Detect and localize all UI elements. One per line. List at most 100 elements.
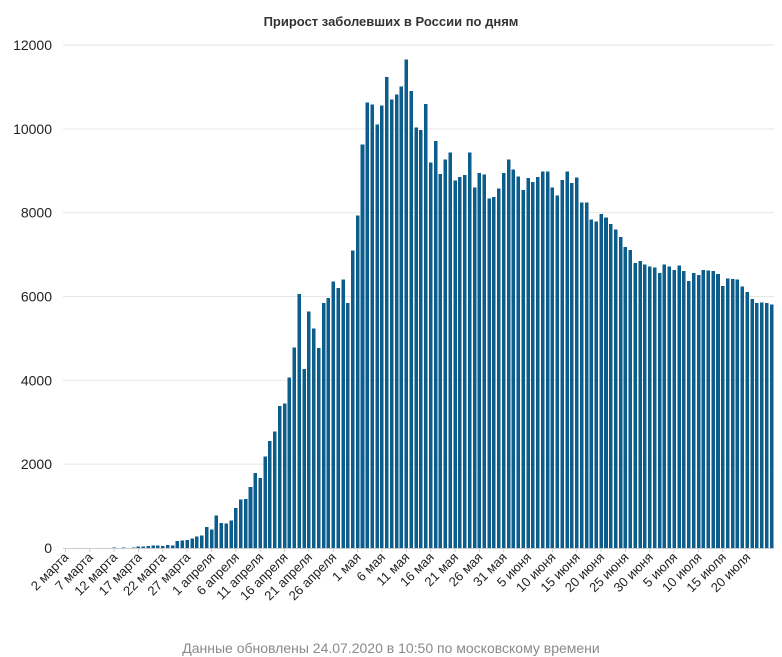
bar	[209, 529, 214, 548]
bar	[351, 250, 355, 548]
bar	[472, 187, 477, 548]
bar	[657, 273, 662, 548]
bar	[404, 59, 409, 549]
bar	[370, 104, 374, 548]
bars	[92, 59, 774, 549]
bar	[570, 183, 574, 548]
bar	[156, 545, 160, 548]
bar	[760, 302, 764, 548]
bar	[628, 249, 633, 548]
bar	[297, 293, 301, 548]
bar	[550, 187, 555, 549]
bar	[214, 515, 219, 548]
bar	[711, 270, 715, 548]
bar	[526, 177, 530, 548]
bar	[321, 302, 326, 548]
bar	[141, 546, 146, 548]
bar	[419, 129, 423, 549]
y-tick-label: 10000	[13, 121, 52, 137]
bar	[662, 264, 667, 548]
bar	[755, 303, 759, 548]
bar	[443, 159, 448, 549]
bar	[375, 124, 379, 548]
y-tick-label: 6000	[21, 289, 52, 305]
bar	[575, 177, 579, 549]
bar	[764, 302, 769, 548]
bar	[136, 546, 141, 548]
bar	[701, 269, 706, 548]
bar	[234, 508, 238, 548]
update-note: Данные обновлены 24.07.2020 в 10:50 по м…	[182, 640, 599, 656]
bar	[424, 103, 428, 549]
bar	[745, 291, 749, 548]
bar	[501, 172, 506, 548]
bar	[633, 262, 637, 548]
bar	[204, 527, 209, 548]
bar	[355, 215, 360, 549]
bar	[740, 286, 745, 548]
bar	[721, 286, 725, 548]
chart-title: Прирост заболевших в России по дням	[264, 14, 519, 29]
bar	[312, 328, 316, 548]
bar	[735, 279, 740, 548]
bar	[565, 171, 569, 549]
bar	[180, 540, 185, 548]
bar	[399, 86, 404, 548]
bar	[521, 190, 525, 548]
bar	[253, 473, 258, 548]
bar	[346, 303, 350, 548]
bar	[463, 175, 467, 548]
y-tick-label: 12000	[13, 37, 52, 53]
bar	[706, 270, 711, 548]
gridlines	[63, 44, 774, 465]
bar	[175, 541, 180, 548]
bar	[448, 152, 452, 548]
bar	[687, 281, 691, 548]
bar	[433, 141, 438, 548]
bar	[682, 270, 686, 548]
bar	[428, 162, 433, 548]
bar	[131, 547, 136, 548]
bar	[589, 219, 594, 548]
bar	[336, 288, 340, 548]
bar	[165, 545, 170, 548]
bar	[438, 173, 443, 548]
bar	[652, 267, 657, 548]
bar	[414, 127, 418, 548]
bar	[239, 499, 243, 548]
bar	[560, 180, 564, 548]
bar	[394, 94, 399, 548]
bar	[648, 266, 652, 548]
bar	[604, 217, 608, 548]
y-tick-label: 0	[44, 540, 52, 556]
bar	[185, 539, 189, 548]
bar	[725, 278, 730, 548]
bar	[696, 275, 701, 548]
bar	[492, 197, 496, 548]
bar	[516, 176, 521, 549]
bar	[341, 279, 345, 548]
bar	[409, 91, 413, 549]
bar	[302, 369, 306, 548]
bar	[638, 260, 642, 548]
bar	[769, 304, 774, 548]
bar	[453, 180, 457, 548]
bar	[360, 144, 365, 548]
bar	[229, 520, 233, 548]
bar	[365, 102, 370, 549]
y-tick-label: 4000	[21, 372, 52, 388]
bar	[292, 347, 297, 548]
bar	[613, 229, 618, 548]
bar	[200, 535, 204, 548]
bar	[380, 105, 384, 549]
bar	[506, 159, 511, 548]
bar	[277, 405, 282, 548]
bar	[146, 545, 150, 548]
bar	[385, 77, 389, 548]
bar	[667, 266, 672, 548]
bar	[326, 297, 331, 548]
bar	[389, 99, 394, 548]
bar	[584, 202, 589, 549]
bar	[579, 202, 584, 548]
